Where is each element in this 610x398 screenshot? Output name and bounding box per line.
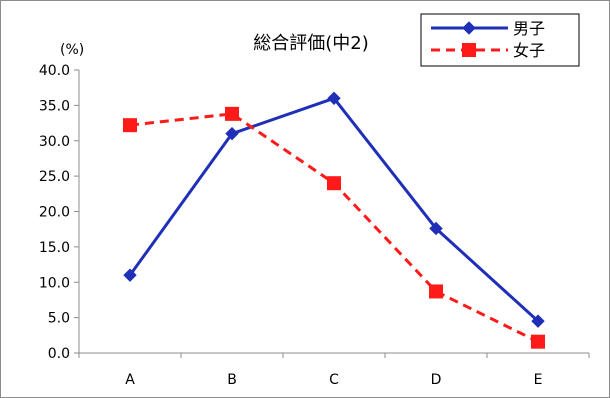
y-axis-unit-label: (%) bbox=[60, 42, 84, 58]
series-line bbox=[129, 112, 539, 344]
series-line bbox=[128, 96, 540, 323]
data-point bbox=[531, 314, 545, 328]
x-tick-label: A bbox=[125, 372, 135, 388]
legend-swatch-marker bbox=[462, 43, 476, 57]
data-point bbox=[225, 106, 239, 121]
data-point bbox=[123, 268, 137, 282]
data-point bbox=[429, 284, 443, 299]
x-tick-label: C bbox=[329, 372, 339, 388]
data-point bbox=[531, 334, 545, 349]
legend-entry-label: 女子 bbox=[513, 41, 545, 60]
y-tick-label: 10.0 bbox=[39, 275, 70, 291]
y-tick-label: 0.0 bbox=[48, 346, 70, 362]
x-tick-labels: A B C D E bbox=[78, 353, 590, 388]
legend-entry-label: 男子 bbox=[513, 19, 545, 38]
x-tick-label: D bbox=[431, 372, 442, 388]
series-1 bbox=[123, 91, 545, 328]
chart-title: 総合評価(中2) bbox=[253, 33, 369, 54]
y-tick-label: 5.0 bbox=[48, 311, 70, 327]
y-tick-label: 35.0 bbox=[39, 98, 70, 114]
data-point bbox=[123, 118, 137, 133]
axes bbox=[78, 70, 589, 354]
data-point bbox=[429, 221, 443, 236]
legend-box bbox=[420, 13, 580, 67]
y-tick-label: 30.0 bbox=[39, 134, 70, 150]
y-tick-label: 25.0 bbox=[39, 169, 70, 185]
y-tick-label: 20.0 bbox=[39, 205, 70, 221]
data-point bbox=[327, 91, 341, 106]
y-tick-label: 40.0 bbox=[39, 63, 70, 79]
series-layer bbox=[123, 91, 545, 349]
y-tick-labels: 0.0 5.0 10.0 15.0 20.0 25.0 30.0 35.0 40.0 bbox=[39, 63, 79, 362]
series-2 bbox=[123, 106, 545, 349]
x-tick-label: B bbox=[227, 372, 237, 388]
legend-swatch-marker bbox=[462, 21, 476, 35]
data-point bbox=[327, 176, 341, 191]
x-tick-label: E bbox=[534, 372, 543, 388]
y-tick-label: 15.0 bbox=[39, 240, 70, 256]
data-point bbox=[225, 126, 239, 141]
